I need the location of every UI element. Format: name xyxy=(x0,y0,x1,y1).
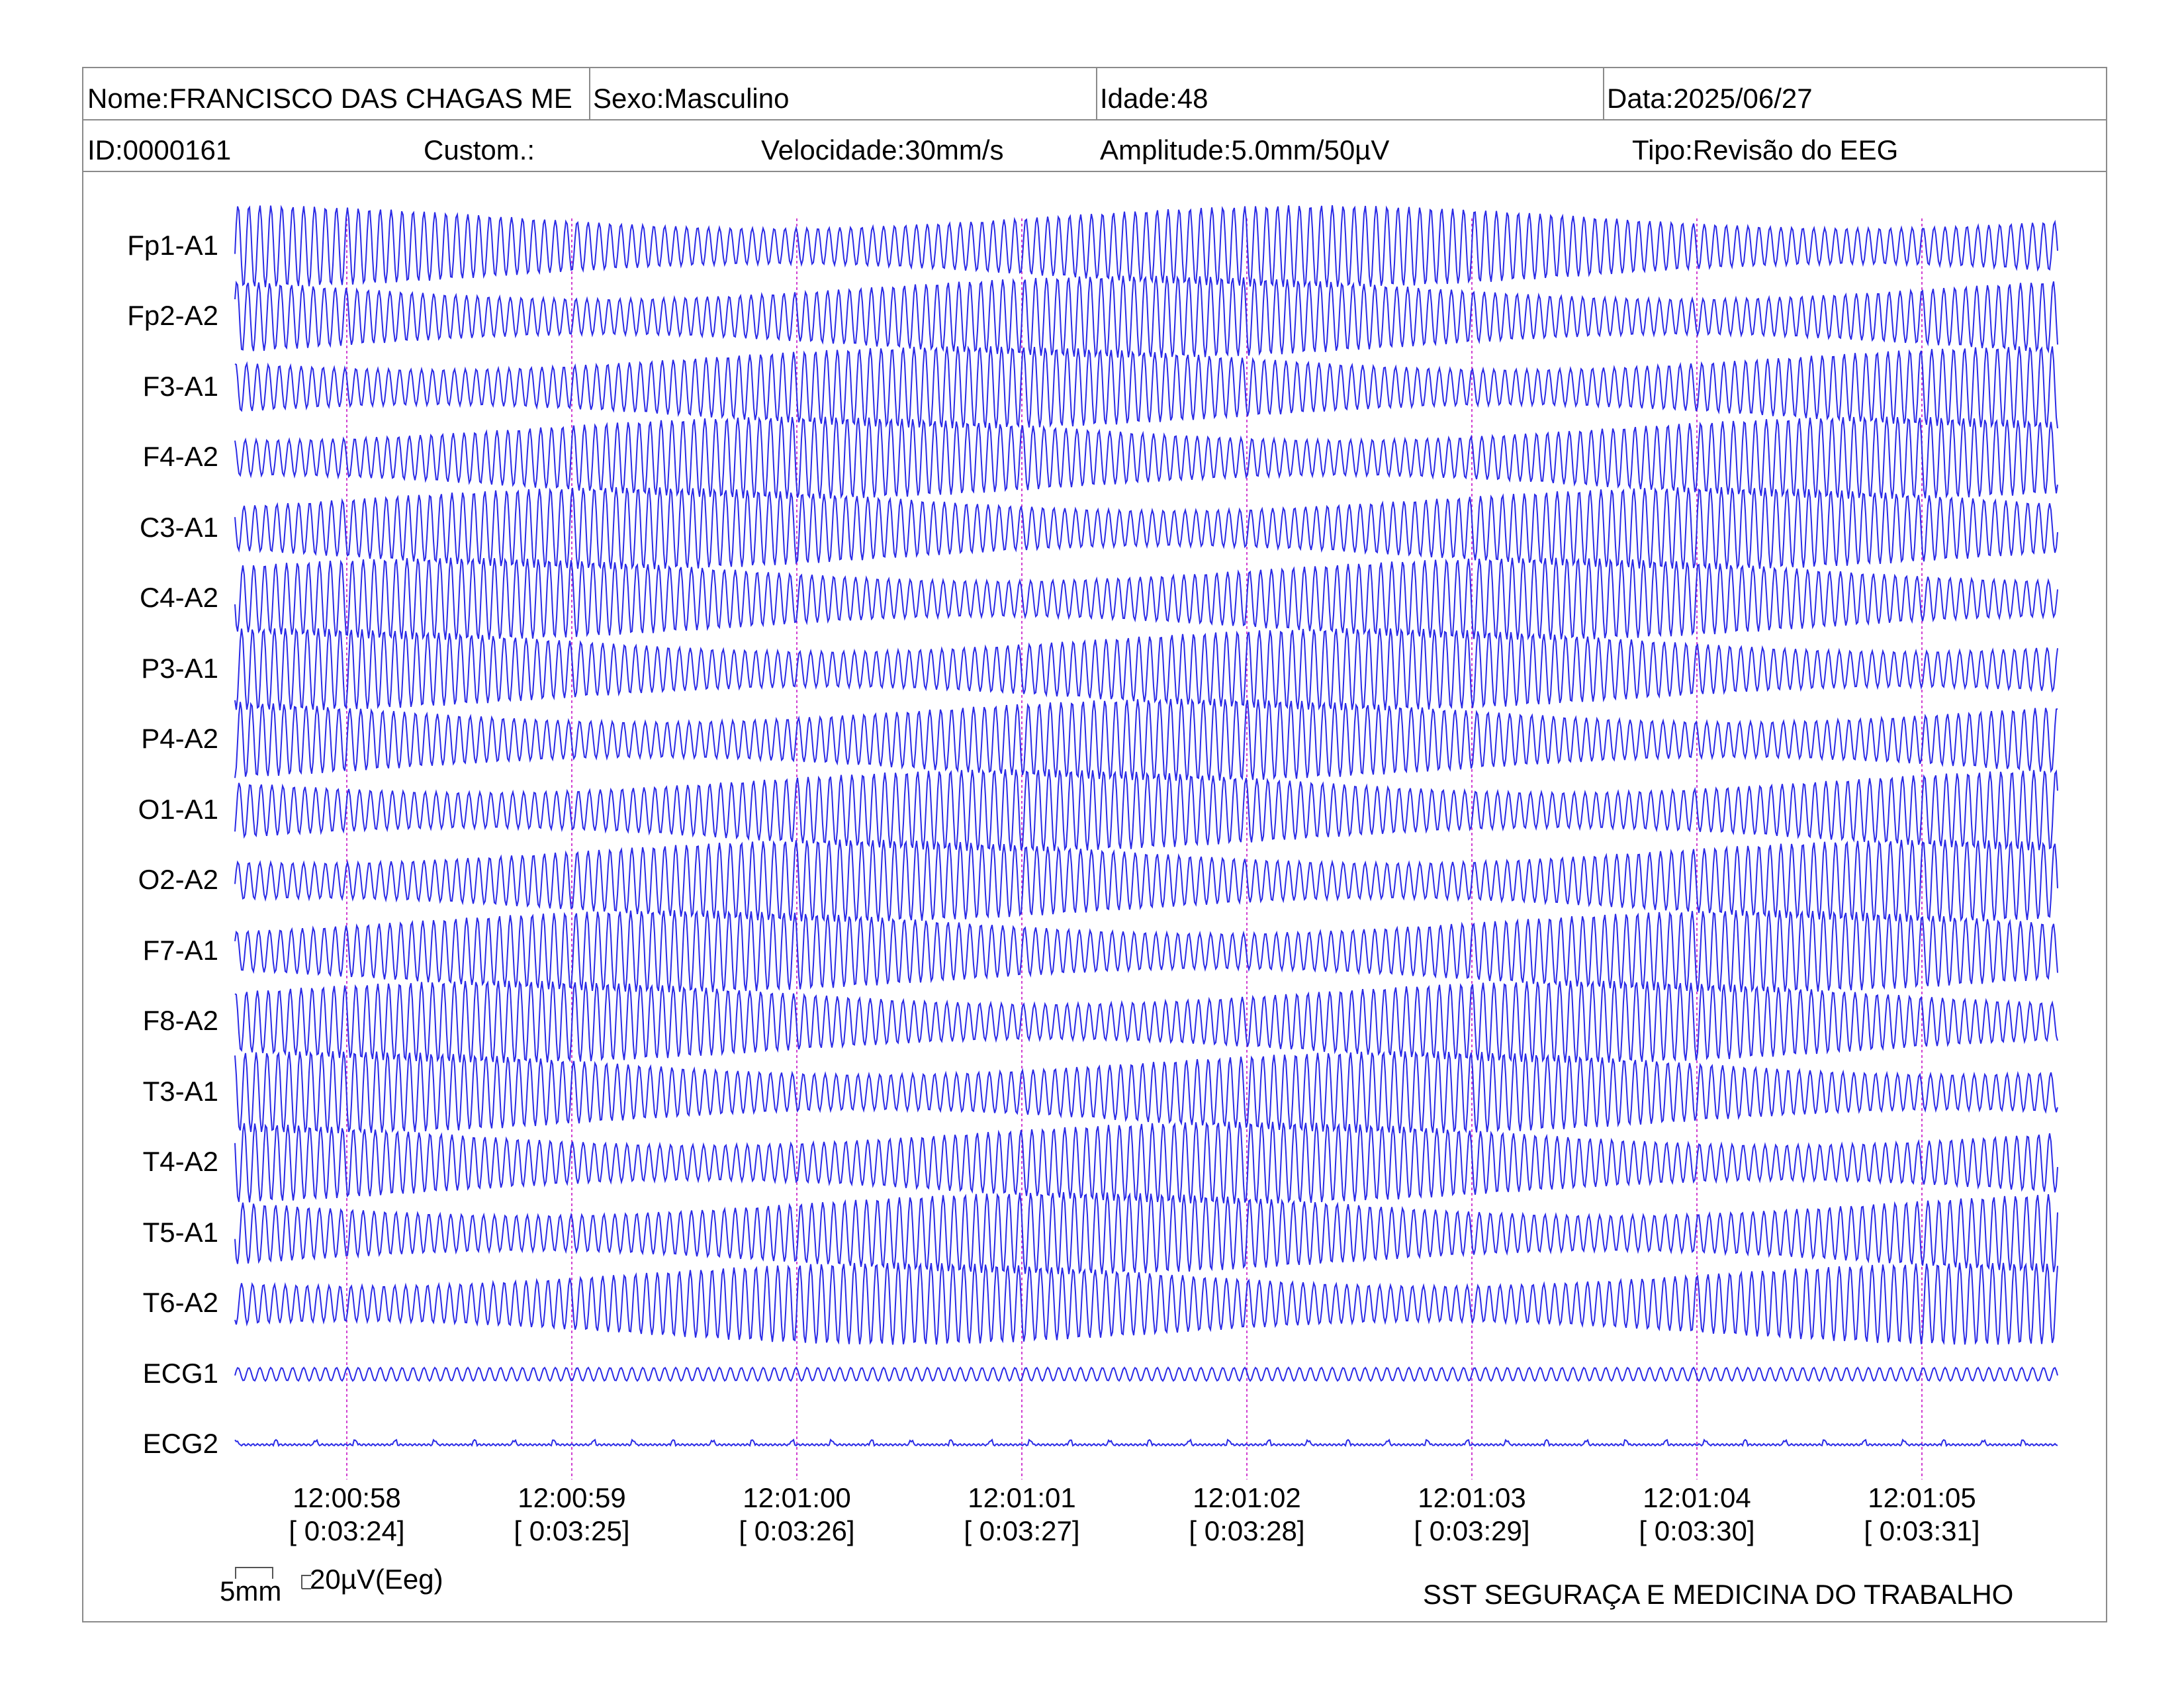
channel-label: F8-A2 xyxy=(142,1005,218,1036)
speed-setting: Velocidade:30mm/s xyxy=(761,136,1004,164)
channel-trace xyxy=(234,1438,2058,1447)
time-clock: 12:01:02 xyxy=(1193,1482,1301,1513)
time-marker: 12:00:58 [ 0:03:24] xyxy=(261,1481,433,1548)
time-elapsed: [ 0:03:29] xyxy=(1414,1515,1530,1546)
channel-label: ECG1 xyxy=(142,1358,218,1389)
time-elapsed: [ 0:03:31] xyxy=(1864,1515,1980,1546)
channel-trace xyxy=(234,205,2058,289)
patient-id: ID:0000161 xyxy=(87,136,232,164)
time-clock: 12:01:00 xyxy=(743,1482,851,1513)
channel-label: O2-A2 xyxy=(138,864,218,895)
channel-trace xyxy=(234,1192,2058,1275)
channel-label: C3-A1 xyxy=(139,512,218,543)
channel-trace xyxy=(234,910,2058,993)
channel-trace xyxy=(234,1366,2058,1382)
report-frame xyxy=(82,67,2107,1622)
channel-trace xyxy=(234,1262,2058,1345)
custom-field: Custom.: xyxy=(424,136,535,164)
channel-label: F4-A2 xyxy=(142,441,218,472)
amplitude-scale-label: 20µV(Eeg) xyxy=(310,1564,443,1595)
patient-name: Nome:FRANCISCO DAS CHAGAS ME xyxy=(87,85,572,113)
time-clock: 12:01:05 xyxy=(1868,1482,1976,1513)
header-divider-1 xyxy=(82,119,2107,120)
time-marker: 12:01:05 [ 0:03:31] xyxy=(1836,1481,2008,1548)
header-col-divider-2 xyxy=(1096,67,1097,120)
time-marker: 12:01:01 [ 0:03:27] xyxy=(936,1481,1108,1548)
header-col-divider-1 xyxy=(589,67,590,120)
channel-trace xyxy=(234,1051,2058,1134)
channel-label: F7-A1 xyxy=(142,935,218,966)
time-clock: 12:00:59 xyxy=(518,1482,626,1513)
channel-label: T3-A1 xyxy=(142,1076,218,1107)
channel-label: O1-A1 xyxy=(138,794,218,825)
channel-trace xyxy=(234,557,2058,641)
time-marker: 12:01:04 [ 0:03:30] xyxy=(1611,1481,1783,1548)
time-clock: 12:01:04 xyxy=(1643,1482,1751,1513)
exam-type: Tipo:Revisão do EEG xyxy=(1632,136,1899,164)
patient-age: Idade:48 xyxy=(1100,85,1208,113)
company-footer: SST SEGURAÇA E MEDICINA DO TRABALHO xyxy=(1423,1579,2014,1610)
time-marker: 12:00:59 [ 0:03:25] xyxy=(486,1481,658,1548)
channel-label: Fp2-A2 xyxy=(127,300,218,331)
channel-trace xyxy=(234,698,2058,781)
time-scale-label: 5mm xyxy=(220,1575,282,1607)
channel-label: C4-A2 xyxy=(139,582,218,613)
channel-label: F3-A1 xyxy=(142,371,218,402)
scale-bar xyxy=(235,1567,311,1589)
channel-label: ECG2 xyxy=(142,1428,218,1459)
channel-label: T5-A1 xyxy=(142,1217,218,1248)
exam-date: Data:2025/06/27 xyxy=(1607,85,1813,113)
channel-label: T4-A2 xyxy=(142,1146,218,1177)
channel-label: P4-A2 xyxy=(141,723,218,754)
channel-label: T6-A2 xyxy=(142,1287,218,1318)
channel-trace xyxy=(234,1121,2058,1205)
amplitude-setting: Amplitude:5.0mm/50µV xyxy=(1100,136,1390,164)
channel-trace xyxy=(234,769,2058,852)
patient-sex: Sexo:Masculino xyxy=(593,85,790,113)
time-clock: 12:00:58 xyxy=(293,1482,401,1513)
channel-trace xyxy=(234,980,2058,1063)
time-elapsed: [ 0:03:25] xyxy=(514,1515,630,1546)
channel-label: Fp1-A1 xyxy=(127,230,218,261)
time-clock: 12:01:01 xyxy=(968,1482,1076,1513)
channel-trace xyxy=(234,839,2058,923)
time-elapsed: [ 0:03:30] xyxy=(1639,1515,1755,1546)
time-elapsed: [ 0:03:26] xyxy=(739,1515,855,1546)
channel-trace xyxy=(234,487,2058,570)
time-marker: 12:01:02 [ 0:03:28] xyxy=(1161,1481,1333,1548)
channel-trace xyxy=(234,275,2058,359)
channel-trace xyxy=(234,345,2058,429)
header-col-divider-3 xyxy=(1603,67,1604,120)
channel-label: P3-A1 xyxy=(141,653,218,684)
time-elapsed: [ 0:03:27] xyxy=(964,1515,1080,1546)
time-elapsed: [ 0:03:24] xyxy=(289,1515,405,1546)
time-marker: 12:01:03 [ 0:03:29] xyxy=(1386,1481,1558,1548)
time-clock: 12:01:03 xyxy=(1418,1482,1526,1513)
time-marker: 12:01:00 [ 0:03:26] xyxy=(711,1481,883,1548)
header-divider-2 xyxy=(82,171,2107,172)
time-elapsed: [ 0:03:28] xyxy=(1189,1515,1305,1546)
channel-trace xyxy=(234,416,2058,499)
channel-trace xyxy=(234,628,2058,711)
